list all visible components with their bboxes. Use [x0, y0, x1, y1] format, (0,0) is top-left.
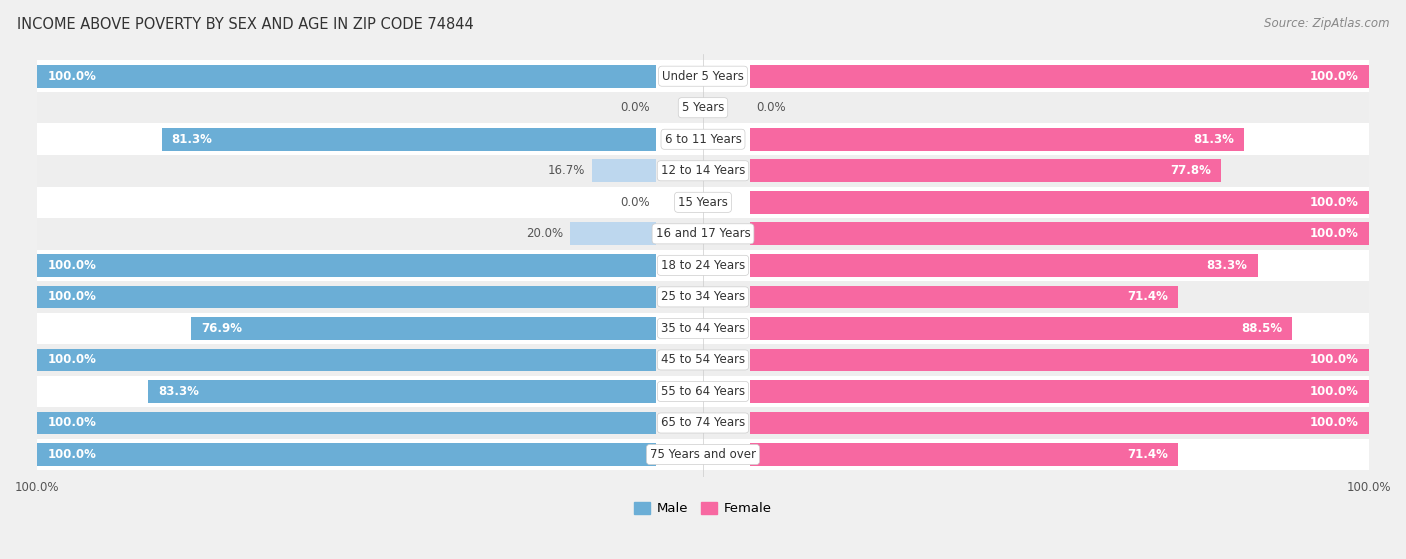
Legend: Male, Female: Male, Female: [628, 497, 778, 520]
Text: 100.0%: 100.0%: [1310, 416, 1358, 429]
Text: 65 to 74 Years: 65 to 74 Years: [661, 416, 745, 429]
Bar: [37, 281, 1369, 312]
Bar: [191, 317, 657, 340]
Bar: [749, 349, 1369, 371]
Bar: [37, 254, 657, 277]
Text: 88.5%: 88.5%: [1241, 322, 1282, 335]
Bar: [37, 407, 1369, 439]
Bar: [37, 443, 657, 466]
Bar: [37, 92, 1369, 124]
Bar: [37, 411, 657, 434]
Text: 100.0%: 100.0%: [48, 416, 96, 429]
Text: 15 Years: 15 Years: [678, 196, 728, 209]
Bar: [749, 443, 1178, 466]
Text: 16.7%: 16.7%: [548, 164, 585, 177]
Bar: [749, 254, 1257, 277]
Bar: [37, 187, 1369, 218]
Bar: [37, 60, 1369, 92]
Bar: [749, 286, 1178, 308]
Bar: [37, 286, 657, 308]
Text: 100.0%: 100.0%: [48, 448, 96, 461]
Bar: [569, 222, 657, 245]
Text: 18 to 24 Years: 18 to 24 Years: [661, 259, 745, 272]
Bar: [162, 128, 657, 150]
Bar: [749, 222, 1369, 245]
Bar: [37, 376, 1369, 407]
Text: 100.0%: 100.0%: [1310, 385, 1358, 398]
Bar: [749, 411, 1369, 434]
Text: 83.3%: 83.3%: [159, 385, 200, 398]
Text: 12 to 14 Years: 12 to 14 Years: [661, 164, 745, 177]
Text: Under 5 Years: Under 5 Years: [662, 70, 744, 83]
Bar: [37, 439, 1369, 470]
Bar: [749, 317, 1292, 340]
Text: 100.0%: 100.0%: [48, 259, 96, 272]
Text: INCOME ABOVE POVERTY BY SEX AND AGE IN ZIP CODE 74844: INCOME ABOVE POVERTY BY SEX AND AGE IN Z…: [17, 17, 474, 32]
Bar: [37, 349, 657, 371]
Text: 76.9%: 76.9%: [201, 322, 242, 335]
Text: 0.0%: 0.0%: [756, 101, 786, 114]
Bar: [37, 124, 1369, 155]
Bar: [37, 218, 1369, 250]
Text: 100.0%: 100.0%: [48, 290, 96, 304]
Text: 0.0%: 0.0%: [620, 101, 650, 114]
Text: 81.3%: 81.3%: [172, 132, 212, 146]
Text: 100.0%: 100.0%: [48, 353, 96, 367]
Bar: [749, 65, 1369, 88]
Bar: [149, 380, 657, 403]
Bar: [37, 312, 1369, 344]
Text: 6 to 11 Years: 6 to 11 Years: [665, 132, 741, 146]
Bar: [749, 128, 1244, 150]
Bar: [37, 250, 1369, 281]
Text: 20.0%: 20.0%: [526, 228, 564, 240]
Text: 100.0%: 100.0%: [1310, 196, 1358, 209]
Bar: [592, 159, 657, 182]
Text: Source: ZipAtlas.com: Source: ZipAtlas.com: [1264, 17, 1389, 30]
Text: 75 Years and over: 75 Years and over: [650, 448, 756, 461]
Text: 71.4%: 71.4%: [1128, 290, 1168, 304]
Bar: [37, 155, 1369, 187]
Text: 55 to 64 Years: 55 to 64 Years: [661, 385, 745, 398]
Text: 25 to 34 Years: 25 to 34 Years: [661, 290, 745, 304]
Text: 5 Years: 5 Years: [682, 101, 724, 114]
Bar: [749, 191, 1369, 214]
Text: 0.0%: 0.0%: [620, 196, 650, 209]
Bar: [37, 344, 1369, 376]
Text: 100.0%: 100.0%: [48, 70, 96, 83]
Bar: [749, 159, 1220, 182]
Text: 45 to 54 Years: 45 to 54 Years: [661, 353, 745, 367]
Text: 83.3%: 83.3%: [1206, 259, 1247, 272]
Text: 81.3%: 81.3%: [1194, 132, 1234, 146]
Text: 100.0%: 100.0%: [1310, 228, 1358, 240]
Bar: [749, 380, 1369, 403]
Text: 71.4%: 71.4%: [1128, 448, 1168, 461]
Text: 77.8%: 77.8%: [1170, 164, 1211, 177]
Bar: [37, 65, 657, 88]
Text: 100.0%: 100.0%: [1310, 70, 1358, 83]
Text: 100.0%: 100.0%: [1310, 353, 1358, 367]
Text: 35 to 44 Years: 35 to 44 Years: [661, 322, 745, 335]
Text: 16 and 17 Years: 16 and 17 Years: [655, 228, 751, 240]
